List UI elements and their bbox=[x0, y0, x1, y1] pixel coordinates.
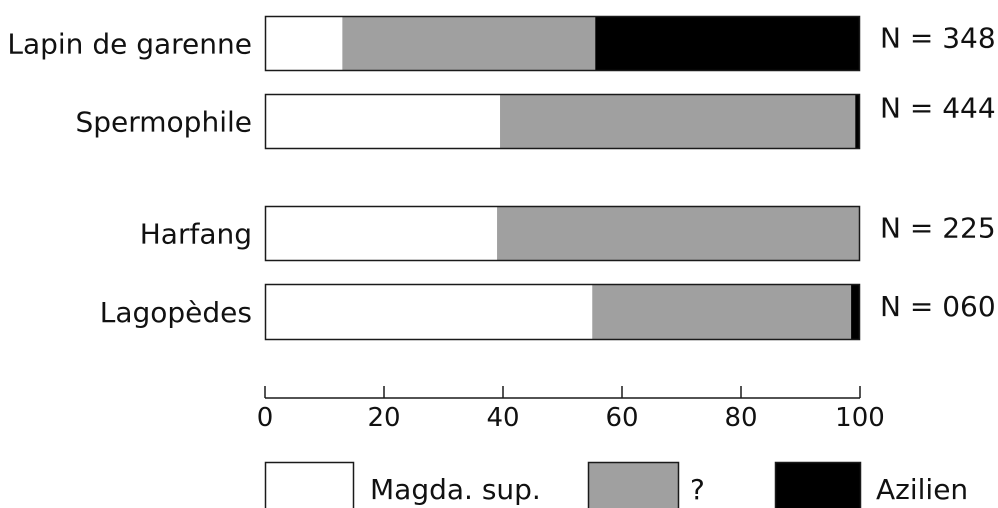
x-axis: 0 20 40 60 80 100 bbox=[257, 386, 885, 433]
count-label-lagopedes: N = 060 bbox=[880, 290, 996, 323]
bar-segment-harfang-magda-sup bbox=[265, 206, 498, 261]
bar-segment-lapin-de-garenne-azilien bbox=[595, 16, 860, 71]
category-label-lagopedes: Lagopèdes bbox=[100, 296, 252, 329]
x-tick-label-0: 0 bbox=[257, 403, 274, 433]
bar-segment-lapin-de-garenne-magda-sup bbox=[265, 16, 343, 71]
count-label-spermophile: N = 444 bbox=[880, 92, 996, 125]
category-label-lapin-de-garenne: Lapin de garenne bbox=[7, 28, 252, 61]
bar-outline-harfang bbox=[264, 205, 861, 262]
x-tick-label-60: 60 bbox=[605, 403, 638, 433]
bar-segment-harfang-unknown bbox=[497, 206, 860, 261]
bar-outline-lagopedes bbox=[264, 283, 861, 341]
legend-swatch-magda-sup bbox=[264, 461, 355, 508]
bar-segment-lagopedes-unknown bbox=[592, 284, 852, 340]
legend-swatch-azilien bbox=[774, 461, 862, 508]
legend: Magda. sup.? Azilien bbox=[264, 461, 968, 508]
x-tick-label-40: 40 bbox=[486, 403, 519, 433]
bar-segment-spermophile-azilien bbox=[855, 94, 860, 149]
category-labels: Lapin de garenne Spermophile Harfang Lagopè… bbox=[7, 28, 252, 330]
bar-segment-lapin-de-garenne-unknown bbox=[342, 16, 596, 71]
count-label-lapin-de-garenne: N = 348 bbox=[880, 22, 996, 55]
bars-layer bbox=[264, 15, 861, 341]
legend-label-azilien: Azilien bbox=[876, 473, 968, 506]
x-tick-label-100: 100 bbox=[835, 403, 885, 433]
bar-outline-lapin-de-garenne bbox=[264, 15, 861, 72]
category-label-harfang: Harfang bbox=[140, 218, 252, 251]
legend-swatch-unknown bbox=[587, 461, 680, 508]
x-tick-label-80: 80 bbox=[724, 403, 757, 433]
bar-segment-lagopedes-magda-sup bbox=[265, 284, 593, 340]
legend-label-unknown: ? bbox=[690, 473, 705, 506]
category-label-spermophile: Spermophile bbox=[75, 106, 252, 139]
bar-outline-spermophile bbox=[264, 93, 861, 150]
bar-segment-spermophile-magda-sup bbox=[265, 94, 501, 149]
x-tick-label-20: 20 bbox=[367, 403, 400, 433]
count-label-harfang: N = 225 bbox=[880, 212, 996, 245]
count-labels: N = 348 N = 444 N = 225 N = 060 bbox=[880, 22, 996, 324]
bar-segment-spermophile-unknown bbox=[500, 94, 856, 149]
legend-label-magda-sup: Magda. sup. bbox=[370, 473, 541, 506]
bar-segment-lagopedes-azilien bbox=[851, 284, 860, 340]
